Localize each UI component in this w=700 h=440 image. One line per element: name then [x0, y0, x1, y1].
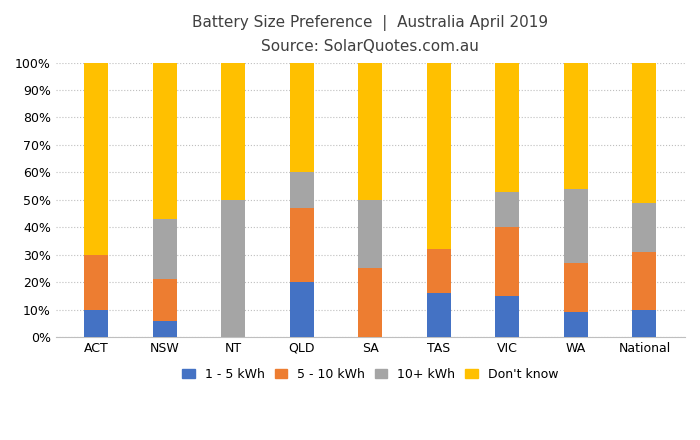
Bar — [564, 62, 588, 189]
Bar — [427, 62, 451, 249]
Bar — [290, 208, 314, 282]
Bar — [84, 255, 108, 310]
Bar — [153, 62, 177, 219]
Bar — [632, 62, 657, 202]
Bar — [496, 296, 519, 337]
Bar — [564, 312, 588, 337]
Bar — [427, 249, 451, 293]
Bar — [632, 310, 657, 337]
Bar — [632, 252, 657, 310]
Bar — [290, 172, 314, 208]
Bar — [496, 191, 519, 227]
Bar — [564, 263, 588, 312]
Bar — [358, 62, 382, 200]
Bar — [358, 200, 382, 268]
Legend: 1 - 5 kWh, 5 - 10 kWh, 10+ kWh, Don't know: 1 - 5 kWh, 5 - 10 kWh, 10+ kWh, Don't kn… — [177, 363, 564, 386]
Bar — [153, 219, 177, 279]
Bar — [496, 62, 519, 191]
Bar — [153, 279, 177, 321]
Bar — [632, 202, 657, 252]
Bar — [221, 200, 245, 337]
Title: Battery Size Preference  |  Australia April 2019
Source: SolarQuotes.com.au: Battery Size Preference | Australia Apri… — [193, 15, 548, 55]
Bar — [221, 62, 245, 200]
Bar — [358, 268, 382, 337]
Bar — [84, 62, 108, 255]
Bar — [427, 293, 451, 337]
Bar — [564, 189, 588, 263]
Bar — [84, 310, 108, 337]
Bar — [496, 227, 519, 296]
Bar — [153, 321, 177, 337]
Bar — [290, 282, 314, 337]
Bar — [290, 62, 314, 172]
